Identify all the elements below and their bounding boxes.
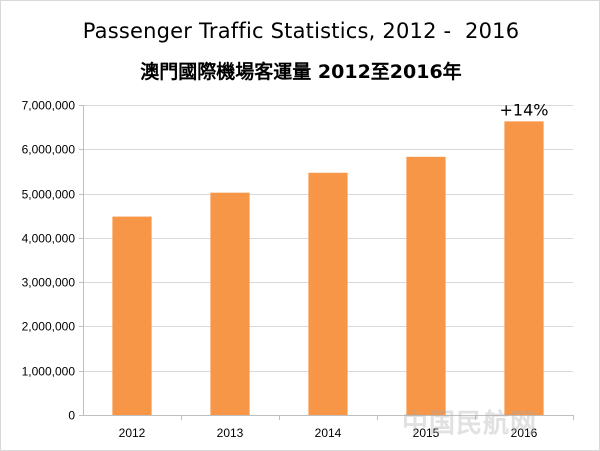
- watermark: 中国民航网: [401, 409, 537, 439]
- x-tick-label: 2015: [413, 426, 440, 440]
- bar-annotation: +14%: [500, 100, 549, 119]
- x-tick-label: 2014: [315, 426, 342, 440]
- bar-2014: [308, 172, 348, 415]
- x-tick-label: 2016: [511, 426, 538, 440]
- chart-title: Passenger Traffic Statistics, 2012 - 201…: [82, 19, 520, 43]
- chart-subtitle: 澳門國際機場客運量 2012至2016年: [140, 61, 462, 83]
- y-tick-label: 7,000,000: [22, 99, 76, 113]
- x-tick-label: 2013: [217, 426, 244, 440]
- axes: [79, 105, 574, 420]
- bar-2016: [504, 121, 544, 415]
- y-tick-label: 1,000,000: [22, 365, 76, 379]
- bars: [112, 121, 544, 416]
- y-tick-label: 3,000,000: [22, 276, 76, 290]
- y-tick-label: 2,000,000: [22, 320, 76, 334]
- x-tick-label: 2012: [119, 426, 146, 440]
- bar-2012: [112, 216, 152, 415]
- bar-2015: [406, 156, 446, 416]
- tick-labels: 0 1,000,000 2,000,000 3,000,000 4,000,000 5,0…: [22, 99, 549, 441]
- bar-2013: [210, 192, 250, 415]
- y-tick-label: 6,000,000: [22, 143, 76, 157]
- y-tick-label: 4,000,000: [22, 232, 76, 246]
- y-tick-label: 5,000,000: [22, 188, 76, 202]
- y-tick-label: 0: [68, 409, 75, 423]
